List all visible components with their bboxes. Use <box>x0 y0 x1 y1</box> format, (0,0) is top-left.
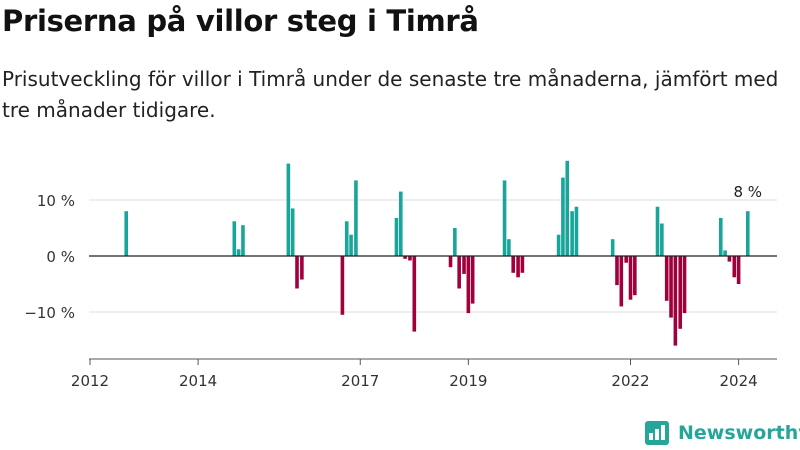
bar <box>673 256 678 346</box>
bar <box>655 206 660 256</box>
bar <box>682 256 687 314</box>
bar <box>412 256 417 332</box>
bar <box>718 217 723 256</box>
bar <box>124 211 129 256</box>
x-tick-label: 2014 <box>179 372 217 390</box>
bar <box>453 228 457 256</box>
brand-name: Newsworthy <box>678 422 800 444</box>
bar <box>723 250 727 256</box>
y-tick-label: 0 % <box>46 248 75 266</box>
bar <box>619 256 624 307</box>
bar <box>610 239 615 256</box>
bar <box>516 256 520 278</box>
x-tick-label: 2024 <box>720 372 758 390</box>
chart-title: Priserna på villor steg i Timrå <box>2 4 479 38</box>
bar <box>448 256 453 268</box>
x-tick-label: 2012 <box>71 372 109 390</box>
x-tick-label: 2019 <box>449 372 487 390</box>
bar <box>232 221 237 256</box>
bar <box>295 256 299 289</box>
x-tick-label: 2022 <box>611 372 649 390</box>
bar <box>511 256 516 273</box>
bar <box>570 211 574 256</box>
bar <box>403 256 407 259</box>
bar <box>462 256 466 274</box>
newsworthy-logo-icon <box>645 421 669 445</box>
bar <box>408 256 412 261</box>
bar <box>624 256 628 263</box>
bar <box>290 208 295 256</box>
bar <box>727 256 732 262</box>
bar <box>344 221 349 256</box>
bar <box>736 256 741 284</box>
bar <box>349 234 353 256</box>
bar <box>574 206 579 256</box>
chart-subtitle: Prisutveckling för villor i Timrå under … <box>2 67 779 122</box>
bar <box>664 256 669 301</box>
bar <box>470 256 475 304</box>
bar <box>466 256 471 314</box>
bar <box>398 191 403 256</box>
y-tick-label: −10 % <box>24 304 75 322</box>
x-tick-label: 2017 <box>341 372 379 390</box>
bar <box>633 256 637 296</box>
bar <box>732 256 737 278</box>
data-label: 8 % <box>733 183 762 201</box>
bar <box>556 234 561 256</box>
bar <box>660 223 664 256</box>
y-tick-label: 10 % <box>37 192 75 210</box>
bar <box>236 249 241 256</box>
bar <box>615 256 619 286</box>
bar <box>354 180 358 256</box>
bar <box>340 256 345 315</box>
bar <box>300 256 304 280</box>
bar <box>565 160 570 256</box>
bar <box>457 256 461 289</box>
bar <box>628 256 633 300</box>
bar <box>507 239 511 256</box>
bar <box>678 256 683 329</box>
bar <box>669 256 673 318</box>
bar <box>520 256 525 273</box>
bar <box>745 211 750 256</box>
bar <box>502 180 507 256</box>
bar <box>286 163 291 256</box>
newsworthy-brand: Newsworthy <box>644 418 800 448</box>
bar <box>241 225 245 256</box>
bar <box>561 177 565 256</box>
bar <box>394 217 399 256</box>
